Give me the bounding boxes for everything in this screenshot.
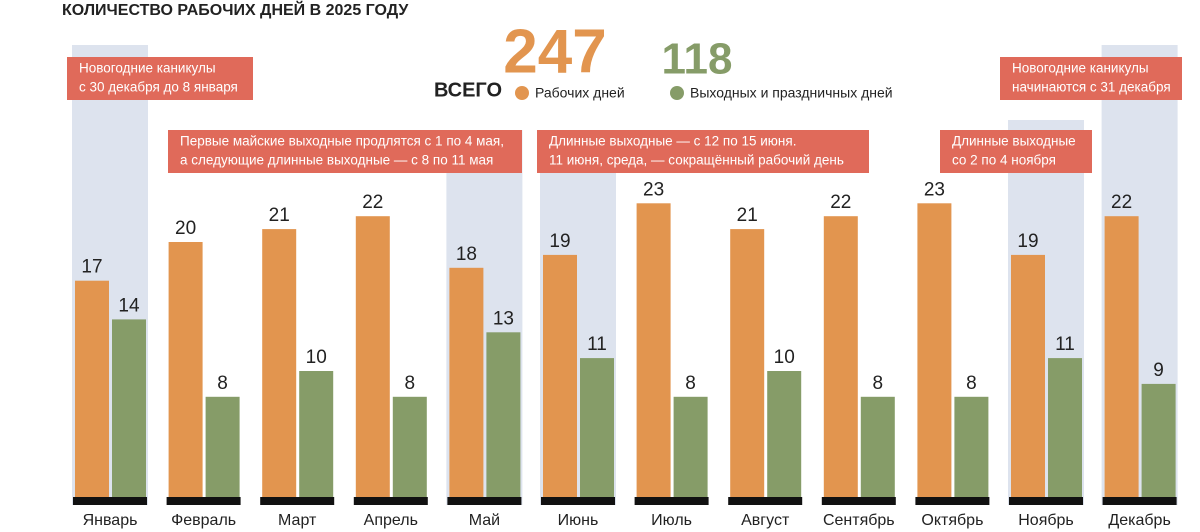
annotation-text: Новогодние каникулы	[1012, 61, 1149, 76]
bar	[580, 358, 614, 497]
value-label: 22	[1111, 192, 1132, 213]
total-label: ВСЕГО	[434, 79, 502, 101]
value-label: 8	[873, 373, 884, 394]
annotation-box	[67, 57, 253, 100]
annotation-text: Длинные выходные	[952, 134, 1076, 149]
x-tick-label: Апрель	[364, 512, 418, 529]
bar	[767, 371, 802, 497]
annotation-text: начинаются с 31 декабря	[1012, 80, 1171, 95]
x-tick-label: Июнь	[558, 512, 599, 529]
value-label: 8	[405, 373, 416, 394]
bar	[392, 396, 427, 497]
bar	[205, 396, 240, 497]
bar	[262, 229, 297, 497]
baseline-bar	[541, 497, 615, 505]
value-label: 13	[493, 308, 514, 329]
x-tick-label: Май	[469, 512, 500, 529]
baseline-bar	[915, 497, 990, 505]
annotation-box	[940, 130, 1092, 173]
bar	[75, 280, 109, 497]
bar	[486, 332, 521, 497]
legend-label: Рабочих дней	[535, 85, 625, 101]
annotation-box	[168, 130, 522, 173]
bar	[636, 203, 671, 498]
baseline-bar	[728, 497, 803, 505]
baseline-bar	[1102, 497, 1177, 505]
chart-title: КОЛИЧЕСТВО РАБОЧИХ ДНЕЙ В 2025 ГОДУ	[62, 0, 409, 19]
value-label: 20	[175, 218, 196, 239]
bar	[1104, 216, 1139, 497]
x-tick-label: Август	[741, 512, 790, 529]
baseline-bar	[73, 497, 147, 505]
bar	[168, 242, 203, 497]
annotation-text: с 30 декабря до 8 января	[79, 80, 238, 95]
legend-marker	[670, 86, 684, 100]
annotation-text: Новогодние каникулы	[79, 61, 216, 76]
x-tick-label: Сентябрь	[823, 512, 895, 529]
value-label: 8	[966, 373, 977, 394]
bar	[1141, 383, 1176, 497]
baseline-bar	[166, 497, 241, 505]
bar	[449, 267, 484, 497]
bar	[543, 254, 577, 497]
annotation-text: со 2 по 4 ноября	[952, 153, 1056, 168]
value-label: 23	[924, 179, 945, 200]
baseline-bar	[821, 497, 896, 505]
annotation-text: а следующие длинные выходные — с 8 по 11…	[180, 153, 493, 168]
value-label: 22	[362, 192, 383, 213]
total-value: 118	[662, 35, 733, 84]
value-label: 14	[118, 295, 140, 316]
x-tick-label: Ноябрь	[1018, 512, 1074, 529]
bar	[355, 216, 390, 497]
annotation-text: 11 июня, среда, — сокращённый рабочий де…	[549, 153, 844, 168]
value-label: 8	[217, 373, 228, 394]
bar	[1011, 254, 1045, 497]
value-label: 22	[830, 192, 851, 213]
value-label: 17	[81, 257, 102, 278]
bar	[1048, 358, 1082, 497]
bar	[299, 371, 334, 497]
x-tick-label: Декабрь	[1108, 512, 1170, 529]
legend-label: Выходных и праздничных дней	[690, 85, 893, 101]
value-label: 11	[1055, 334, 1075, 355]
x-tick-label: Октябрь	[921, 512, 983, 529]
baseline-bar	[447, 497, 522, 505]
bar	[673, 396, 708, 497]
value-label: 10	[774, 347, 795, 368]
value-label: 18	[456, 244, 477, 265]
x-tick-label: Февраль	[171, 512, 236, 529]
value-label: 9	[1153, 360, 1164, 381]
bar	[860, 396, 895, 497]
bar	[823, 216, 858, 497]
value-label: 8	[685, 373, 696, 394]
legend-marker	[515, 86, 529, 100]
value-label: 21	[269, 205, 290, 226]
x-tick-label: Март	[278, 512, 317, 529]
value-label: 19	[549, 231, 570, 252]
annotation-box	[1000, 57, 1182, 100]
total-value: 247	[503, 17, 606, 86]
baseline-bar	[634, 497, 709, 505]
annotation-text: Длинные выходные — с 12 по 15 июня.	[549, 134, 796, 149]
x-tick-label: Январь	[83, 512, 138, 529]
bar	[954, 396, 989, 497]
bar	[917, 203, 952, 498]
x-tick-label: Июль	[651, 512, 692, 529]
baseline-bar	[260, 497, 335, 505]
bar	[112, 319, 146, 497]
value-label: 10	[306, 347, 327, 368]
value-label: 21	[737, 205, 758, 226]
value-label: 11	[587, 334, 607, 355]
baseline-bar	[1009, 497, 1083, 505]
bar	[730, 229, 765, 497]
value-label: 23	[643, 179, 664, 200]
value-label: 19	[1017, 231, 1038, 252]
annotation-box	[537, 130, 869, 173]
baseline-bar	[353, 497, 428, 505]
annotation-text: Первые майские выходные продлятся с 1 по…	[180, 134, 504, 149]
